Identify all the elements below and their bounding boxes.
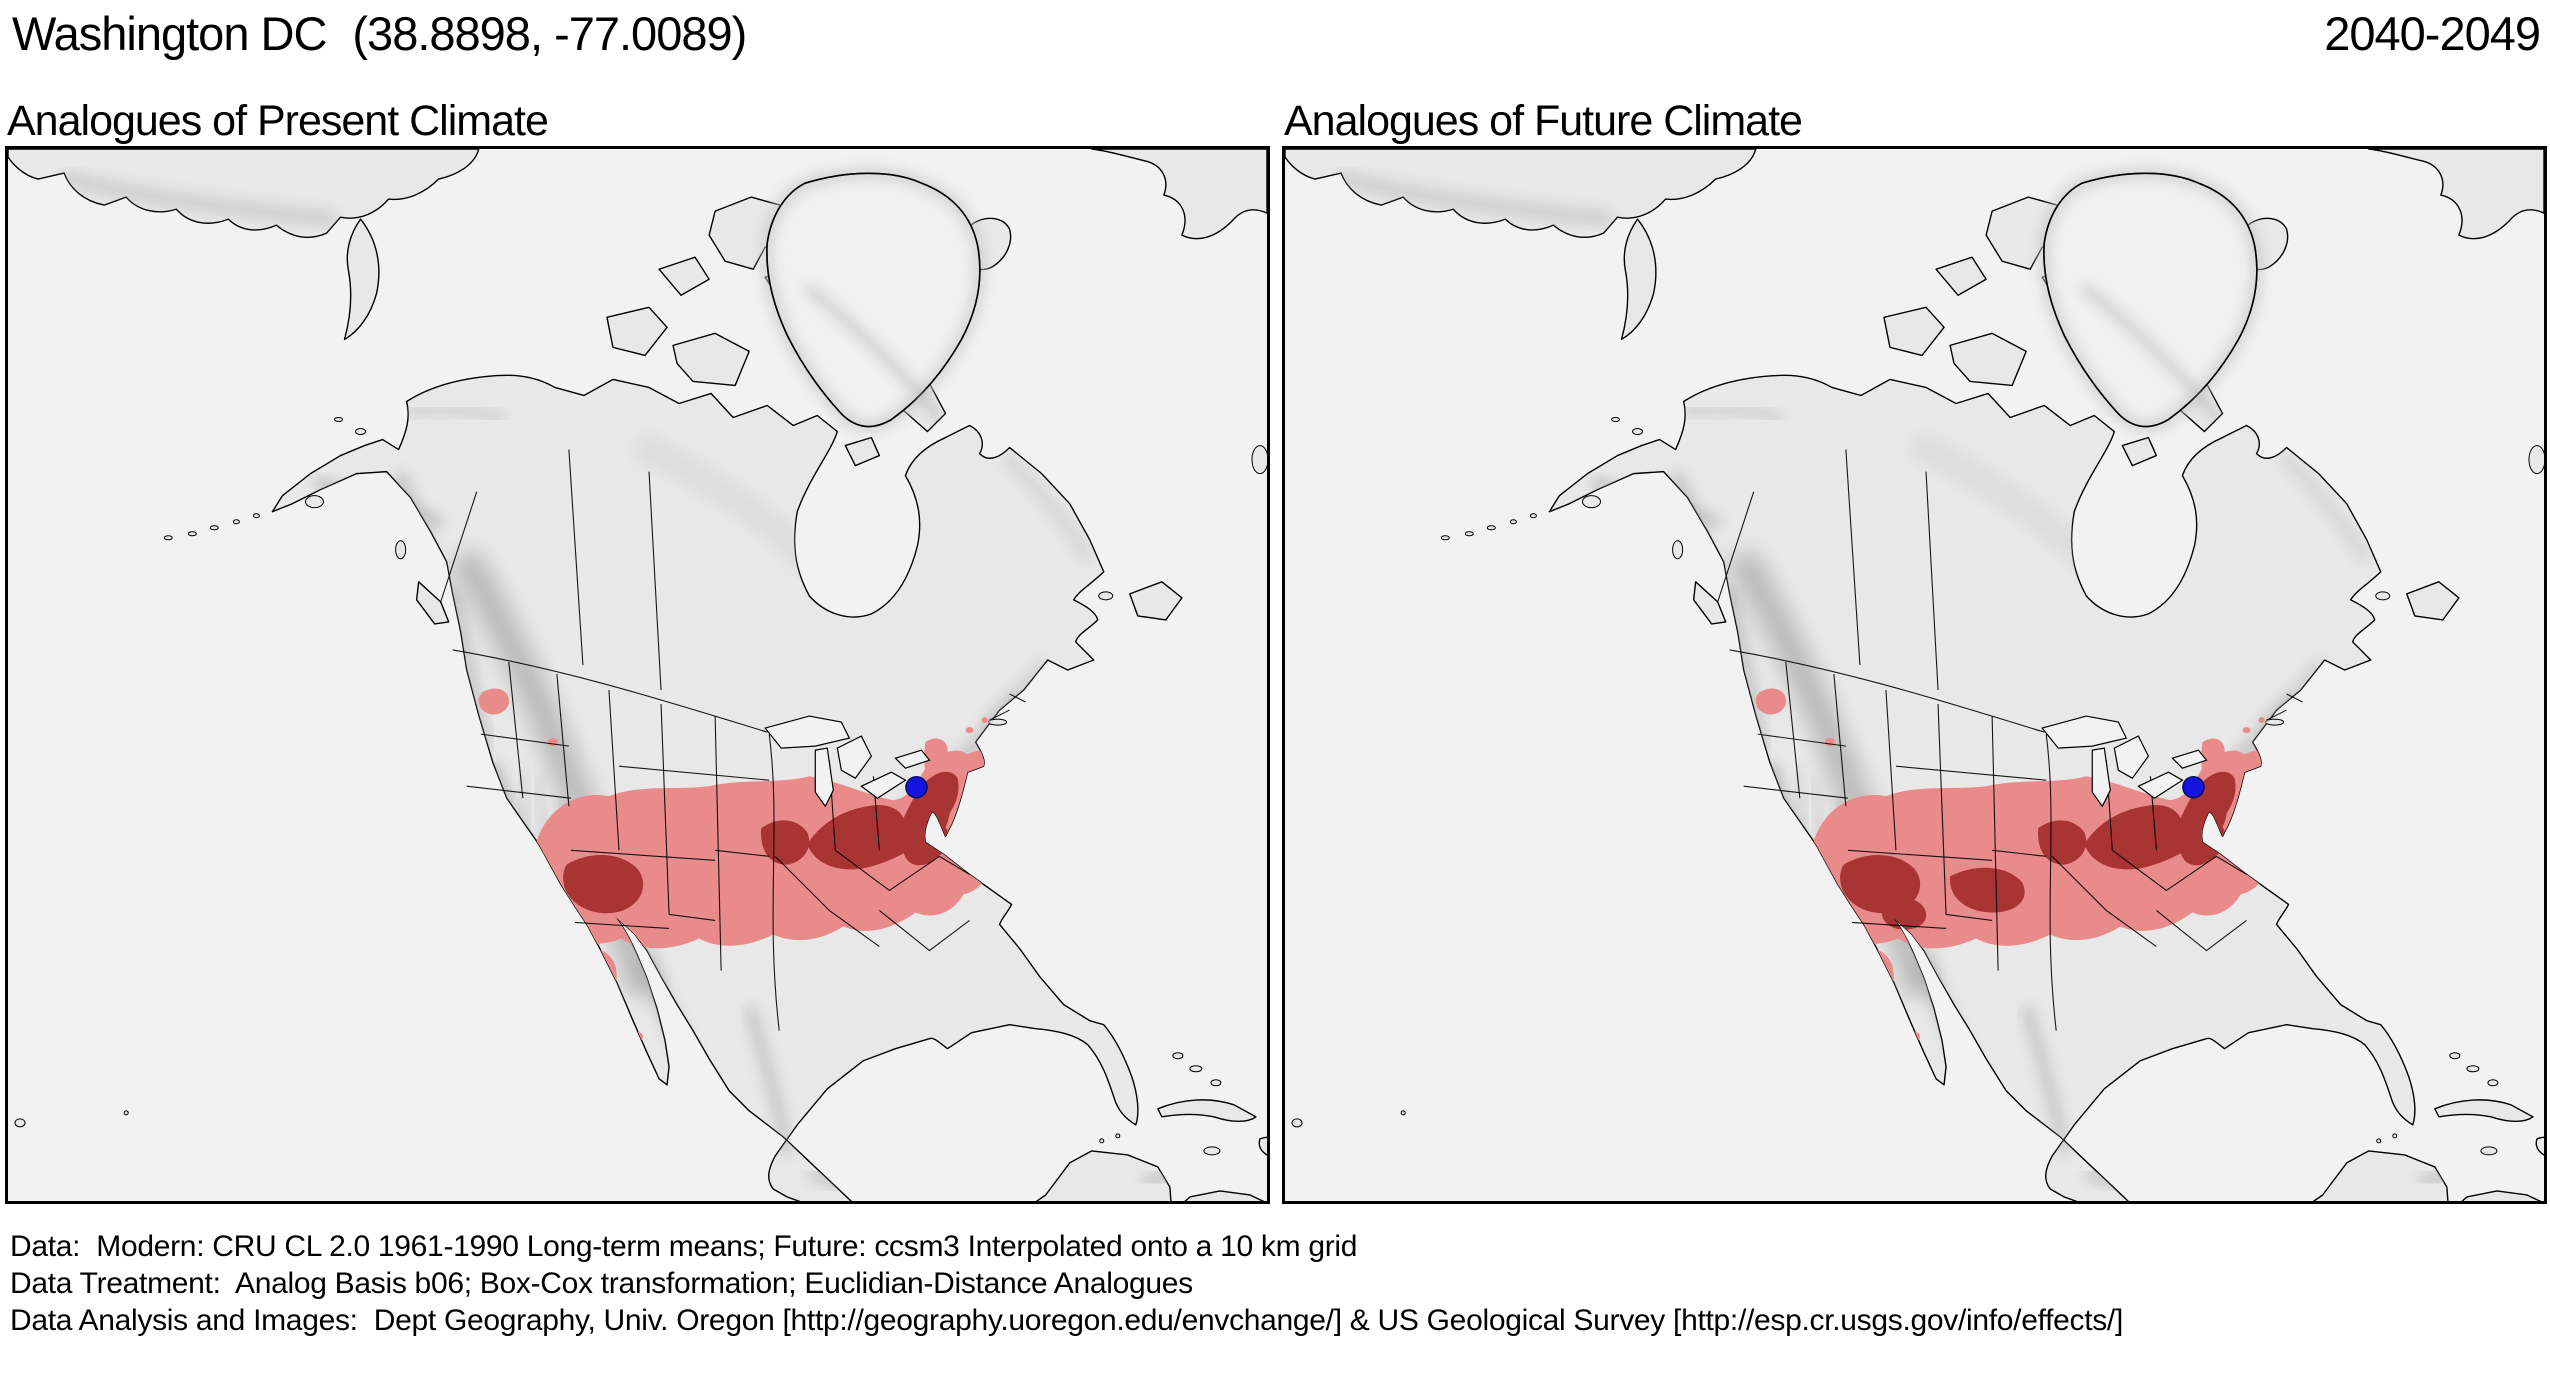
caption-block: Data: Modern: CRU CL 2.0 1961-1990 Long-… [10, 1228, 2540, 1339]
page-title: Washington DC (38.8898, -77.0089) [12, 6, 747, 61]
island [844, 436, 881, 467]
island [1949, 332, 2027, 387]
state-borders [440, 449, 1026, 1031]
island [1258, 1136, 1267, 1156]
island [2535, 1136, 2544, 1156]
island [1157, 1099, 1257, 1123]
panel-analogues-present [5, 146, 1270, 1204]
panel-title-future: Analogues of Future Climate [1284, 97, 1803, 145]
city-marker [2182, 775, 2205, 799]
caption-data-treatment: Data Treatment: Analog Basis b06; Box-Co… [10, 1267, 1193, 1300]
great-lake [836, 735, 873, 779]
state-borders [1717, 449, 2303, 1031]
island [2406, 581, 2460, 621]
period-label: 2040-2049 [2324, 7, 2541, 60]
great-lake [2137, 771, 2184, 799]
panel-title-present: Analogues of Present Climate [7, 97, 549, 145]
map-future-climate [1285, 149, 2544, 1201]
island [672, 332, 750, 387]
great-lake [894, 749, 931, 769]
great-lake [860, 771, 907, 799]
great-lake [2171, 749, 2208, 769]
great-lake [814, 747, 834, 808]
island [415, 581, 450, 625]
city-marker [905, 775, 928, 799]
island [1692, 581, 1727, 625]
island [1129, 581, 1183, 621]
island [1883, 306, 1945, 357]
location-name: Washington DC [12, 7, 327, 60]
caption-credits: Data Analysis and Images: Dept Geography… [10, 1304, 2124, 1337]
location-coordinates: (38.8898, -77.0089) [352, 7, 747, 60]
island [1935, 256, 1987, 296]
map-present-climate [8, 149, 1267, 1201]
landmass-chukotka [1620, 218, 1657, 341]
island [2121, 436, 2158, 467]
great-lake [764, 715, 851, 749]
island [658, 256, 710, 296]
landmass-europe [2368, 149, 2544, 240]
great-lake [2091, 747, 2111, 808]
figure-header: Washington DC (38.8898, -77.0089) 2040-20… [0, 0, 2550, 96]
great-lake [2113, 735, 2150, 779]
landmass-europe [1091, 149, 1267, 240]
island [2434, 1099, 2534, 1123]
great-lake [2041, 715, 2128, 749]
panel-analogues-future [1282, 146, 2547, 1204]
island [606, 306, 668, 357]
landmass-chukotka [343, 218, 380, 341]
caption-data-source: Data: Modern: CRU CL 2.0 1961-1990 Long-… [10, 1230, 1358, 1263]
